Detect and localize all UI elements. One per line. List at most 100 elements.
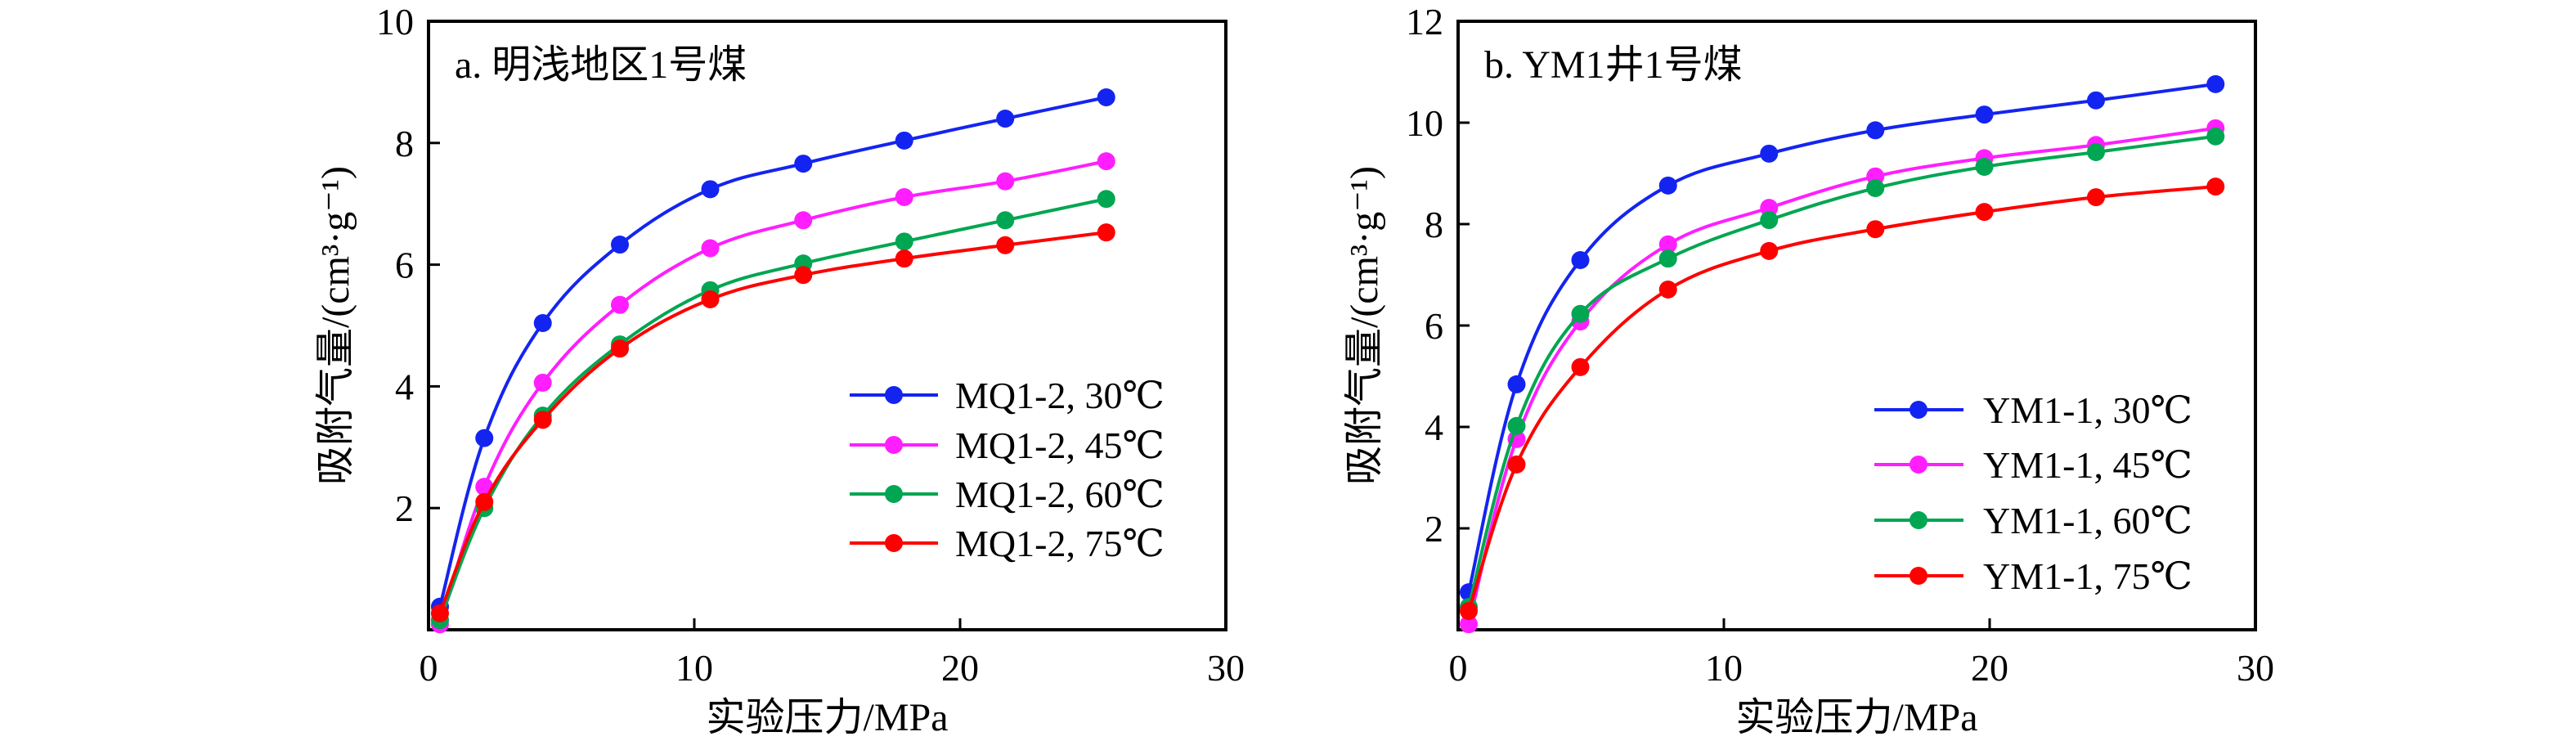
x-tick-label: 30 (2237, 647, 2274, 689)
data-point (701, 239, 720, 258)
x-tick-label: 20 (1971, 647, 2008, 689)
legend: MQ1-2, 30℃ MQ1-2, 45℃ MQ1-2, 60℃ MQ1-2, 75℃ (850, 375, 1165, 564)
data-point (1097, 88, 1115, 106)
plot-frame (427, 20, 1227, 631)
data-point (2087, 142, 2105, 161)
series-line (1467, 126, 2216, 625)
data-point (996, 110, 1015, 128)
legend-marker (1910, 401, 1928, 419)
legend-marker (1910, 511, 1928, 529)
data-point (1658, 176, 1677, 195)
x-axis-title: 实验压力/MPa (1735, 696, 1977, 739)
y-tick-label: 4 (1425, 406, 1443, 448)
x-axis-title: 实验压力/MPa (706, 696, 948, 739)
data-point (611, 295, 629, 314)
data-point (1658, 249, 1677, 268)
data-point (1760, 241, 1779, 260)
legend-label: YM1-1, 60℃ (1983, 500, 2192, 541)
data-point (1097, 223, 1115, 242)
legend-marker (1910, 567, 1928, 585)
legend-item: MQ1-2, 45℃ (850, 424, 1165, 466)
data-point (1097, 152, 1115, 171)
data-point (1760, 144, 1779, 163)
data-point (1658, 235, 1677, 254)
panel-title: b. YM1井1号煤 (1484, 43, 1743, 87)
legend-item: MQ1-2, 30℃ (850, 375, 1165, 416)
data-point (430, 604, 449, 622)
legend-marker (885, 485, 903, 503)
legend: YM1-1, 30℃ YM1-1, 45℃ YM1-1, 60℃ YM1-1, 75℃ (1874, 389, 2192, 597)
data-point (996, 236, 1015, 254)
data-point (794, 266, 813, 285)
panel-a: 2 4 6 8 10 0 10 20 30 实验压力/MPa 吸附气量/(cm³·g⁻¹) a. 明浅… (314, 1, 1245, 739)
y-tick-label: 6 (1425, 305, 1443, 347)
y-tick-label: 10 (376, 1, 414, 43)
x-tick-label: 30 (1207, 647, 1245, 689)
legend-item: YM1-1, 60℃ (1874, 500, 2192, 541)
legend-marker (885, 436, 903, 454)
y-tick-label: 2 (1425, 508, 1443, 550)
panel-b: 2 4 6 8 10 12 0 10 20 30 实验压力/MPa 吸附气量/(cm³·g⁻¹) b. … (1343, 1, 2274, 739)
data-point (1975, 157, 1994, 176)
x-tick-label: 20 (941, 647, 979, 689)
series-3 (1460, 177, 2225, 621)
data-point (895, 232, 913, 251)
legend-label: MQ1-2, 45℃ (955, 424, 1165, 466)
data-point (895, 188, 913, 207)
y-tick-label: 8 (1425, 204, 1443, 245)
y-tick-label: 10 (1406, 102, 1443, 144)
data-point (475, 492, 494, 511)
legend-marker (885, 534, 903, 552)
y-tick-label: 2 (395, 487, 414, 529)
data-point (1460, 602, 1478, 621)
data-point (1975, 106, 1994, 124)
y-axis-title: 吸附气量/(cm³·g⁻¹) (1343, 166, 1386, 485)
data-point (1507, 416, 1526, 435)
data-point (611, 236, 629, 254)
y-axis-title: 吸附气量/(cm³·g⁻¹) (314, 166, 357, 485)
data-point (2206, 177, 2225, 196)
x-tick-label: 10 (675, 647, 713, 689)
y-tick-label: 12 (1406, 1, 1443, 43)
y-tick-label: 6 (395, 245, 414, 286)
data-point (996, 172, 1015, 191)
data-point (475, 429, 494, 447)
data-point (1760, 211, 1779, 230)
legend-label: YM1-1, 30℃ (1983, 389, 2192, 431)
data-point (1866, 178, 1885, 197)
data-point (996, 211, 1015, 230)
data-point (1866, 220, 1885, 239)
data-point (2206, 127, 2225, 146)
legend-item: YM1-1, 75℃ (1874, 555, 2192, 597)
data-point (533, 373, 552, 392)
data-point (1571, 357, 1590, 376)
data-point (1460, 615, 1478, 634)
legend-item: YM1-1, 30℃ (1874, 389, 2192, 431)
data-point (533, 314, 552, 333)
x-tick-label: 10 (1705, 647, 1743, 689)
series-0 (430, 88, 1115, 616)
legend-label: MQ1-2, 75℃ (955, 523, 1165, 564)
data-point (895, 131, 913, 150)
legend-item: YM1-1, 45℃ (1874, 444, 2192, 486)
data-point (895, 249, 913, 268)
series-line (438, 96, 1107, 608)
data-point (1507, 455, 1526, 474)
y-tick-label: 8 (395, 123, 414, 164)
series-2 (1460, 127, 2225, 617)
data-point (2206, 74, 2225, 93)
x-tick-label: 0 (1449, 647, 1468, 689)
data-point (2087, 188, 2105, 207)
legend-marker (885, 386, 903, 404)
x-tick-label: 0 (420, 647, 438, 689)
y-tick-label: 4 (395, 366, 414, 407)
legend-marker (1910, 456, 1928, 474)
data-point (1097, 190, 1115, 209)
legend-label: MQ1-2, 60℃ (955, 474, 1165, 515)
data-point (1975, 203, 1994, 222)
legend-item: MQ1-2, 60℃ (850, 474, 1165, 515)
legend-label: YM1-1, 75℃ (1983, 555, 2192, 597)
data-point (533, 411, 552, 429)
data-point (1507, 375, 1526, 393)
